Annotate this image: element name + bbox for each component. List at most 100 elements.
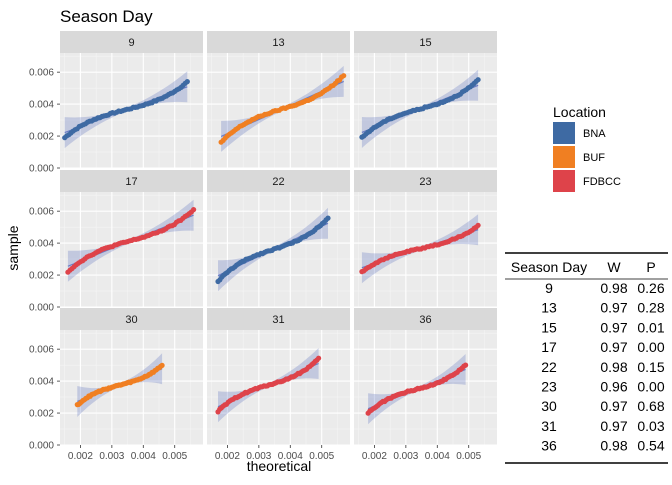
table-cell: 22 [541,359,557,375]
x-tick-label: 0.002 [68,451,93,462]
table-cell: 0.15 [637,359,664,375]
table-cell: 9 [545,280,553,296]
panel-background [60,192,203,307]
table-cell: 15 [541,319,557,335]
qq-data-point [463,362,469,368]
table-cell: 13 [541,300,557,316]
facet-strip-label: 22 [272,176,284,188]
legend-swatch [553,170,575,192]
table-cell: 0.98 [600,438,627,454]
x-tick-label: 0.004 [131,451,156,462]
table-cell: 36 [541,438,557,454]
y-tick-label: 0.002 [29,132,54,143]
facet-panel: 13 [207,31,350,169]
legend-label: FDBCC [583,176,621,188]
qq-data-point [184,79,190,85]
table-cell: 0.97 [600,319,627,335]
y-tick-label: 0.006 [29,345,54,356]
table-cell: 0.01 [637,319,664,335]
legend-swatch [553,146,575,168]
table-header-cell: W [607,259,621,275]
facet-panel: 22 [207,170,350,308]
facet-strip [354,31,497,53]
x-tick-label: 0.005 [456,451,481,462]
facet-panel: 15 [354,31,497,169]
qq-data-point [341,73,347,79]
table-cell: 0.00 [637,339,664,355]
table-cell: 0.00 [637,379,664,395]
y-tick-label: 0.000 [29,303,54,314]
facet-strip-label: 30 [125,314,137,326]
x-tick-label: 0.004 [278,451,303,462]
facet-strip [207,170,350,192]
facet-strip-label: 9 [128,37,134,49]
x-tick-label: 0.003 [246,451,271,462]
y-tick-label: 0.006 [29,68,54,79]
y-tick-label: 0.000 [29,441,54,452]
facet-strip-label: 36 [419,314,431,326]
x-tick-label: 0.005 [162,451,187,462]
facet-panel: 36 0.002 0.003 0.004 0.005 [354,308,497,462]
legend-swatch [553,122,575,144]
x-tick-label: 0.004 [425,451,450,462]
facet-panel: 31 0.002 0.003 0.004 0.005 [207,308,350,462]
facet-strip-label: 23 [419,176,431,188]
facet-panel: 23 [354,170,497,308]
table-cell: 0.98 [600,359,627,375]
facet-strip-label: 31 [272,314,284,326]
table-cell: 0.97 [600,339,627,355]
qq-data-point [316,355,322,361]
table-cell: 31 [541,418,557,434]
facet-strip [60,31,203,53]
table-cell: 0.97 [600,398,627,414]
y-tick-label: 0.004 [29,239,54,250]
qq-data-point [325,215,331,221]
legend-label: BUF [583,152,605,164]
qq-data-point [159,362,165,368]
qq-data-point [475,222,481,228]
legend: Location BNA BUF FDBCC [553,104,621,192]
legend-label: BNA [583,128,606,140]
panel-background [207,330,350,445]
facet-strip [207,308,350,330]
table-cell: 0.97 [600,418,627,434]
qq-data-point [475,77,481,83]
y-tick-label: 0.006 [29,207,54,218]
x-tick-label: 0.005 [309,451,334,462]
facet-panels: 9 0.000 0.002 0.004 0.006 13 15 17 0.000 0.002 0.0… [29,31,497,462]
x-tick-label: 0.002 [215,451,240,462]
table-cell: 30 [541,398,557,414]
facet-strip [354,308,497,330]
y-axis-label: sample [5,225,21,270]
facet-strip [60,308,203,330]
y-tick-label: 0.002 [29,271,54,282]
table-header-cell: P [646,259,655,275]
chart-title: Season Day [60,7,153,26]
table-cell: 0.26 [637,280,664,296]
x-tick-label: 0.003 [393,451,418,462]
table-cell: 0.96 [600,379,627,395]
facet-strip [354,170,497,192]
facet-panel: 17 0.000 0.002 0.004 0.006 [29,170,203,314]
table-cell: 0.54 [637,438,664,454]
qq-data-point [191,207,197,213]
facet-strip-label: 17 [125,176,137,188]
stats-table: Season Day W P 9 0.98 0.26 13 0.97 0.28 15 0.97 0.0… [505,252,668,464]
y-tick-label: 0.000 [29,164,54,175]
table-cell: 17 [541,339,557,355]
facet-strip-label: 13 [272,37,284,49]
y-tick-label: 0.004 [29,377,54,388]
table-cell: 0.28 [637,300,664,316]
panel-background [354,53,497,168]
table-header-cell: Season Day [511,259,587,275]
x-tick-label: 0.002 [362,451,387,462]
facet-panel: 30 0.000 0.002 0.004 0.006 0.002 0.003 0.004 0.0… [29,308,203,462]
facet-strip [207,31,350,53]
legend-title: Location [553,104,606,120]
table-cell: 0.03 [637,418,664,434]
table-cell: 0.68 [637,398,664,414]
table-cell: 23 [541,379,557,395]
facet-panel: 9 0.000 0.002 0.004 0.006 [29,31,203,175]
y-tick-label: 0.004 [29,100,54,111]
